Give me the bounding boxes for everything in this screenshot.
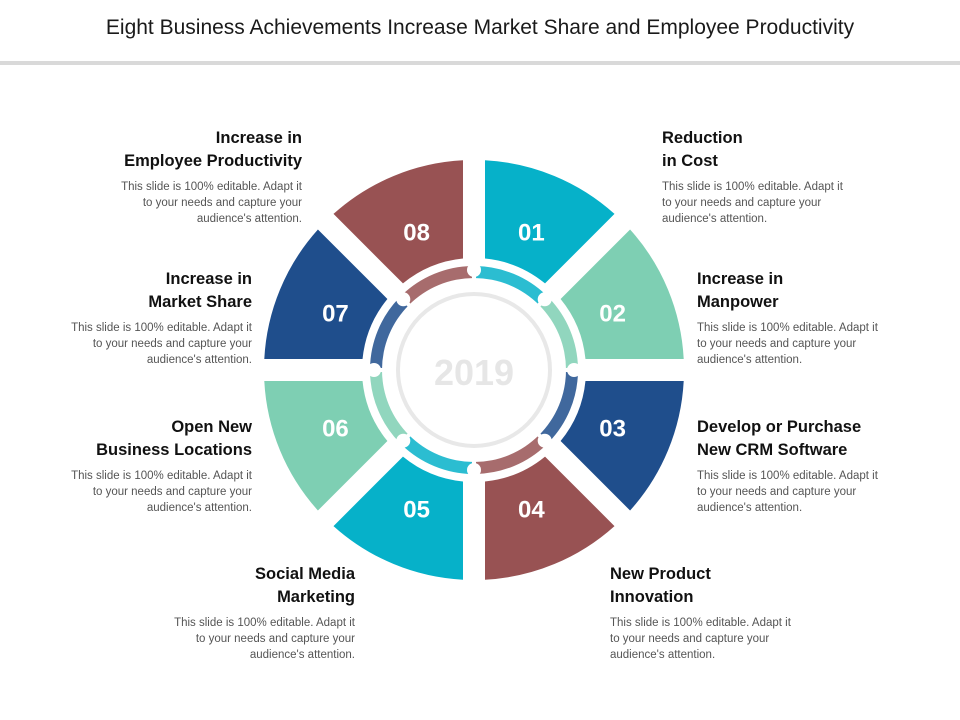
label-04-description: This slide is 100% editable. Adapt it to… [610,617,791,661]
segment-07 [264,229,388,359]
label-01-description: This slide is 100% editable. Adapt it to… [662,181,843,225]
segment-04 [485,456,615,580]
segment-number-02: 02 [599,301,626,328]
label-06: Open New Business Locations This slide i… [37,416,252,516]
label-02: Increase in Manpower This slide is 100% … [697,268,912,368]
center-year-label: 2019 [434,352,514,393]
segment-notch [537,292,552,307]
label-06-description: This slide is 100% editable. Adapt it to… [71,470,252,514]
label-02-description: This slide is 100% editable. Adapt it to… [697,322,878,366]
label-07-description: This slide is 100% editable. Adapt it to… [71,322,252,366]
segment-02 [560,229,684,359]
label-08-description: This slide is 100% editable. Adapt it to… [121,181,302,225]
segment-notch [567,363,581,377]
label-03: Develop or Purchase New CRM Software Thi… [697,416,912,516]
segment-06 [264,381,388,511]
segment-notch [396,292,411,307]
segment-05 [333,456,463,580]
label-05: Social Media Marketing This slide is 100… [140,563,355,663]
segment-number-04: 04 [518,497,545,524]
segment-number-08: 08 [403,219,430,246]
label-06-title: Open New Business Locations [96,418,252,459]
label-01: Reduction in Cost This slide is 100% edi… [662,127,877,227]
label-05-description: This slide is 100% editable. Adapt it to… [174,617,355,661]
segment-number-01: 01 [518,219,545,246]
segment-notch [467,463,481,477]
center-hub [396,292,552,448]
segment-notch [367,363,381,377]
label-07: Increase in Market Share This slide is 1… [37,268,252,368]
segment-number-07: 07 [322,301,349,328]
label-03-title: Develop or Purchase New CRM Software [697,418,862,459]
segment-notch [537,433,552,448]
segment-01 [485,160,615,284]
segment-number-06: 06 [322,415,349,442]
label-08-title: Increase in Employee Productivity [124,129,302,170]
segment-number-05: 05 [403,497,430,524]
label-01-title: Reduction in Cost [662,129,743,170]
segment-08 [333,160,463,284]
segment-03 [560,381,684,511]
label-03-description: This slide is 100% editable. Adapt it to… [697,470,878,514]
segment-number-03: 03 [599,415,626,442]
slide-title: Eight Business Achievements Increase Mar… [105,16,855,39]
segment-notch [396,433,411,448]
label-04: New Product Innovation This slide is 100… [610,563,825,663]
label-04-title: New Product Innovation [610,565,711,606]
label-08: Increase in Employee Productivity This s… [87,127,302,227]
label-07-title: Increase in Market Share [148,270,252,311]
segment-notch [467,263,481,277]
title-divider [0,61,960,65]
label-02-title: Increase in Manpower [697,270,784,311]
label-05-title: Social Media Marketing [255,565,355,606]
